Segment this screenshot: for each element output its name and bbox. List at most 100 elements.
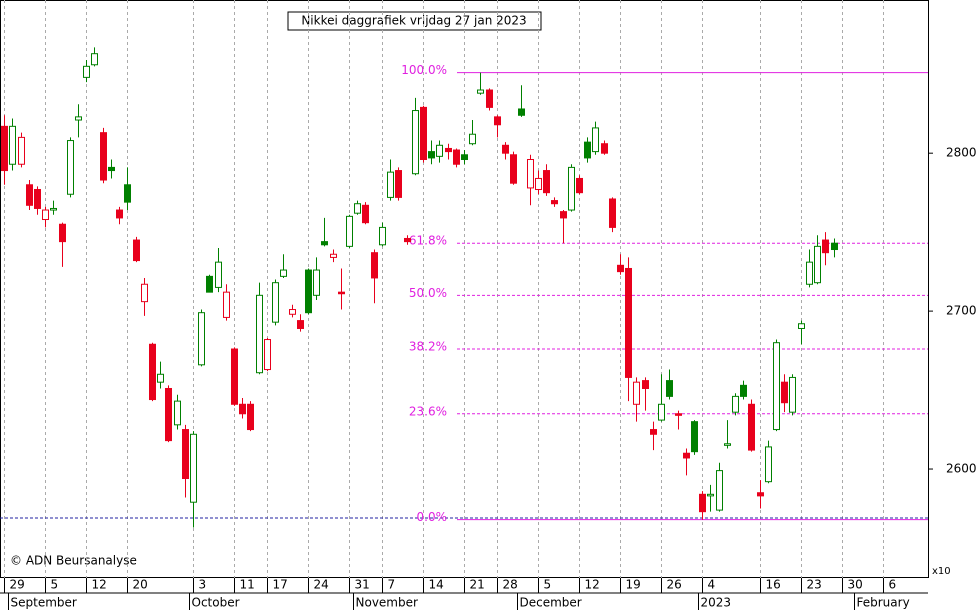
candle-body	[116, 209, 123, 219]
candle-body	[601, 143, 608, 154]
x-tick-label: 29	[10, 578, 25, 592]
candle-body	[633, 381, 640, 405]
candle-body	[67, 140, 74, 195]
candle-body	[757, 492, 764, 497]
y-tick-label: 2700	[946, 304, 977, 318]
month-label: September	[11, 596, 77, 610]
candle-body	[527, 159, 534, 189]
candle-body	[412, 110, 419, 175]
candle-body	[50, 207, 57, 211]
candle-body	[289, 309, 296, 315]
y-unit-label: x10	[932, 566, 951, 577]
x-tick-label: 17	[273, 578, 288, 592]
month-label: February	[857, 596, 910, 610]
candle-body	[91, 53, 98, 66]
month-label: December	[520, 596, 582, 610]
candle-body	[560, 211, 567, 219]
candle-body	[666, 380, 673, 397]
candle-body	[510, 154, 517, 184]
candle-body	[239, 403, 246, 415]
candle-body	[683, 452, 690, 459]
candle-body	[543, 170, 550, 194]
candle-body	[198, 312, 205, 366]
x-tick-label: 24	[314, 578, 329, 592]
title-box	[287, 11, 542, 31]
fib-label: 38.2%	[409, 340, 447, 354]
candle-body	[206, 275, 213, 293]
candle-body	[9, 125, 16, 165]
candle-body	[551, 200, 558, 205]
candle-body	[34, 189, 41, 209]
candle-body	[133, 239, 140, 262]
candle-body	[428, 151, 435, 159]
x-tick-label: 26	[667, 578, 682, 592]
candle-body	[215, 261, 222, 288]
y-tick-label: 2800	[946, 146, 977, 160]
candle-body	[420, 106, 427, 161]
candle-body	[387, 171, 394, 198]
y-tick-label: 2600	[946, 462, 977, 476]
candle-body	[190, 433, 197, 503]
candle-body	[124, 184, 131, 203]
candle-body	[436, 144, 443, 157]
candle-body	[642, 380, 649, 389]
candle-body	[313, 269, 320, 296]
candle-body	[814, 245, 821, 284]
candle-body	[59, 223, 66, 243]
candle-body	[716, 470, 723, 511]
candle-body	[149, 343, 156, 401]
candle-body	[280, 269, 287, 277]
x-tick-label: 5	[544, 578, 552, 592]
x-tick-label: 23	[807, 578, 822, 592]
candle-body	[305, 269, 312, 314]
x-tick-label: 16	[766, 578, 781, 592]
x-tick-label: 20	[133, 578, 148, 592]
candle-body	[346, 215, 353, 247]
copyright: © ADN Beursanalyse	[10, 554, 137, 568]
candle-body	[354, 203, 361, 214]
candle-body	[42, 209, 49, 221]
month-label: 2023	[701, 596, 732, 610]
candle-body	[748, 403, 755, 451]
candle-body	[256, 294, 263, 374]
chart-title: Nikkei daggrafiek vrijdag 27 jan 2023	[301, 14, 526, 28]
candle-body	[247, 403, 254, 431]
candle-body	[806, 261, 813, 285]
candle-body	[691, 421, 698, 453]
candle-body	[584, 141, 591, 159]
candle-body	[297, 320, 304, 329]
candle-body	[461, 154, 468, 161]
x-tick-label: 6	[889, 578, 897, 592]
candle-body	[223, 291, 230, 318]
x-tick-label: 12	[92, 578, 107, 592]
fib-label: 23.6%	[409, 404, 447, 418]
candle-body	[321, 241, 328, 246]
candle-body	[658, 403, 665, 421]
candle-body	[404, 237, 411, 243]
candle-body	[740, 384, 747, 397]
candle-body	[165, 387, 172, 442]
candle-body	[157, 373, 164, 383]
candle-body	[338, 291, 345, 295]
candle-body	[395, 170, 402, 198]
candle-body	[789, 376, 796, 413]
x-tick-label: 31	[355, 578, 370, 592]
x-tick-label: 5	[51, 578, 59, 592]
candle-body	[379, 226, 386, 246]
candle-body	[182, 429, 189, 480]
candle-body	[231, 348, 238, 405]
x-tick-label: 3	[199, 578, 207, 592]
candle-body	[330, 253, 337, 258]
candle-body	[625, 267, 632, 378]
candle-body	[831, 242, 838, 251]
candle-body	[576, 177, 583, 194]
candle-body	[535, 177, 542, 191]
candle-body	[453, 149, 460, 165]
x-tick-label: 28	[503, 578, 518, 592]
candle-body	[781, 381, 788, 404]
x-tick-label: 7	[388, 578, 396, 592]
candle-body	[18, 136, 25, 165]
candle-body	[469, 133, 476, 145]
fib-label: 0.0%	[417, 510, 448, 524]
